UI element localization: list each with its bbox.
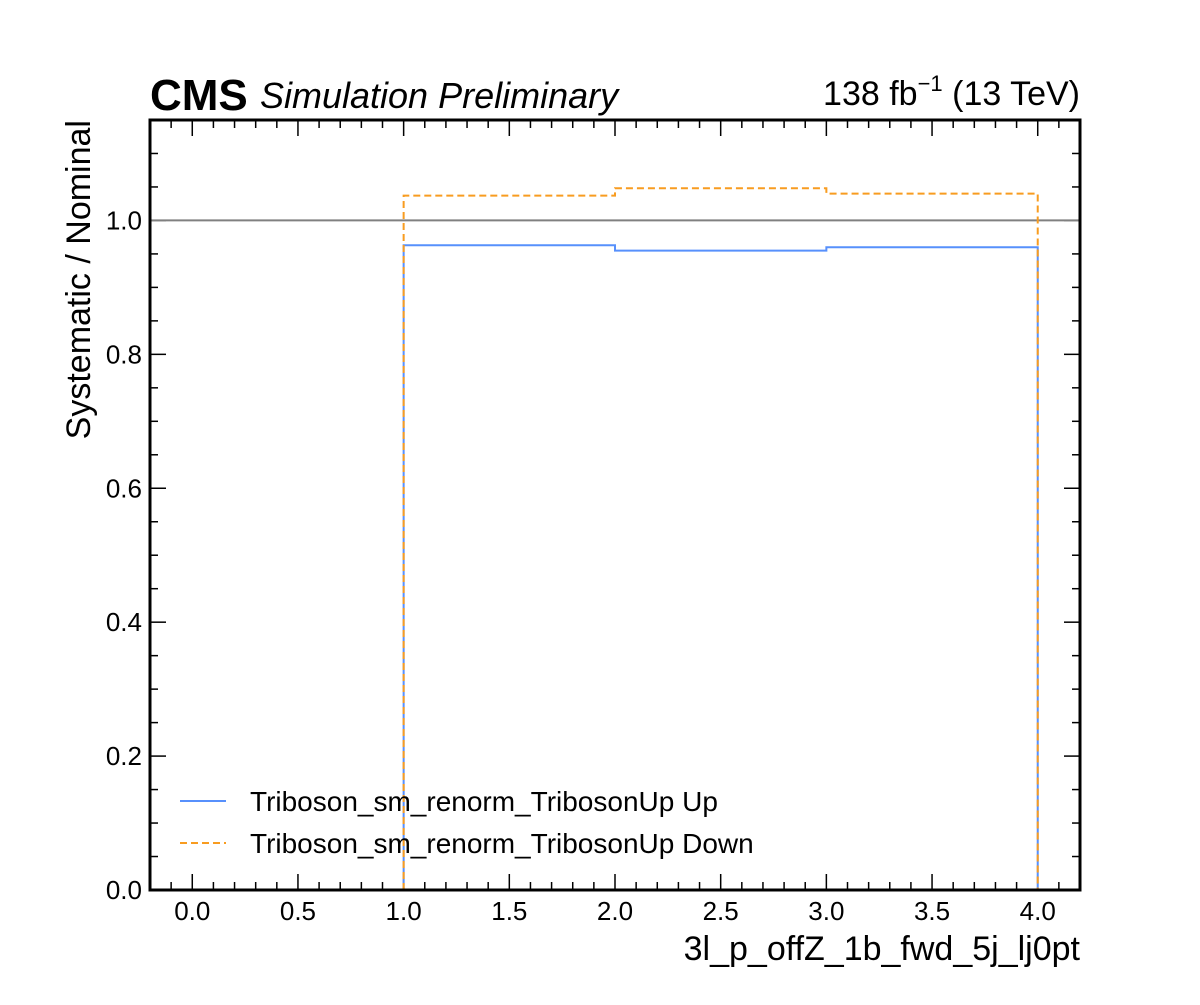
y-tick-label: 0.2 [106,741,142,771]
series-group [402,187,1039,890]
x-tick-label: 0.0 [174,896,210,926]
series-up-line [402,244,1039,890]
x-tick-label: 0.5 [280,896,316,926]
y-axis-title: Systematic / Nominal [60,120,98,439]
luminosity-energy: (13 TeV) [943,75,1080,113]
y-tick-label: 1.0 [106,205,142,235]
x-tick-label: 1.0 [386,896,422,926]
x-tick-label: 3.0 [808,896,844,926]
x-tick-label: 4.0 [1020,896,1056,926]
y-tick-label: 0.0 [106,875,142,905]
luminosity-value: 138 fb [823,75,918,113]
plot-frame [148,118,1082,892]
axis-ticks [149,119,1081,891]
series-down-line [402,187,1039,890]
x-axis-title: 3l_p_offZ_1b_fwd_5j_lj0pt [684,930,1081,968]
luminosity-label: 138 fb−1 (13 TeV) [823,71,1080,113]
legend: Triboson_sm_renorm_TribosonUp Up Triboson… [180,786,754,859]
legend-label: Triboson_sm_renorm_TribosonUp Up [250,786,718,817]
x-tick-label: 2.0 [597,896,633,926]
y-tick-label: 0.8 [106,339,142,369]
tick-labels: 0.0 0.5 1.0 1.5 2.0 2.5 3.0 3.5 4.0 0.0 0.2 0.4 0.6 0… [106,205,1056,926]
x-tick-label: 2.5 [703,896,739,926]
y-tick-label: 0.6 [106,473,142,503]
simulation-preliminary-label: Simulation Preliminary [260,75,620,116]
y-tick-label: 0.4 [106,607,142,637]
x-tick-label: 1.5 [491,896,527,926]
legend-label: Triboson_sm_renorm_TribosonUp Down [250,828,754,859]
x-tick-label: 3.5 [914,896,950,926]
luminosity-exponent: −1 [918,71,943,96]
cms-label: CMS [150,71,248,120]
